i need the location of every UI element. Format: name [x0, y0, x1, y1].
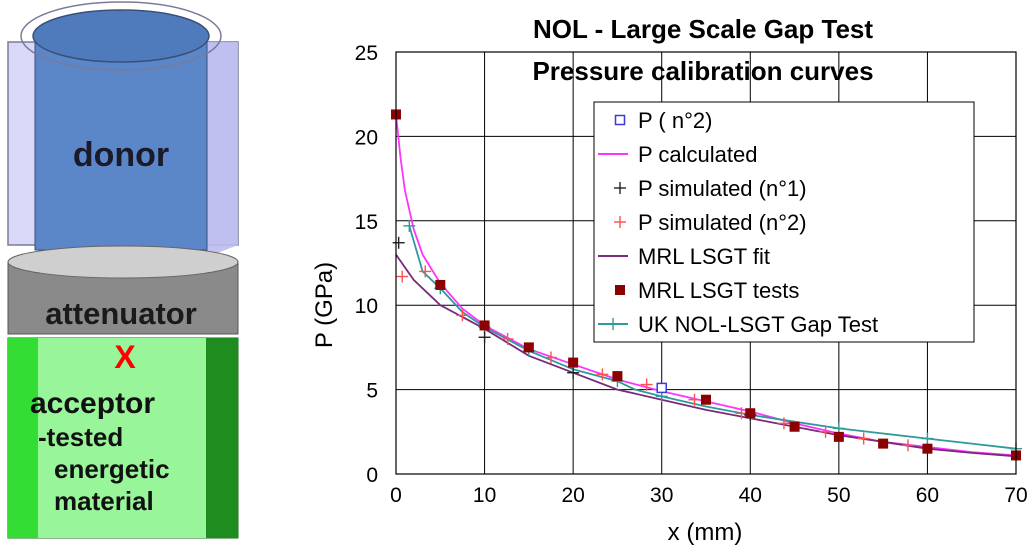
pressure-calibration-chart: NOL - Large Scale Gap Test Pressure cali… — [311, 14, 1028, 546]
legend-swatch — [614, 216, 626, 228]
failure-marker: X — [114, 339, 136, 375]
data-point — [456, 309, 469, 322]
x-axis-label: x (mm) — [668, 519, 743, 546]
data-point — [819, 425, 832, 438]
data-point — [435, 279, 446, 290]
legend-label: MRL LSGT tests — [638, 278, 799, 303]
data-point — [596, 368, 609, 381]
data-point — [857, 432, 870, 445]
data-point — [523, 342, 534, 353]
legend-swatch — [614, 182, 626, 194]
chart-subtitle: Pressure calibration curves — [532, 56, 873, 86]
legend-item: P simulated (n°1) — [614, 176, 807, 201]
data-point — [640, 378, 653, 391]
acceptor-label: acceptor — [30, 387, 155, 420]
data-point — [479, 320, 490, 331]
acceptor-inner-highlight — [38, 338, 206, 538]
attenuator-top — [7, 245, 239, 279]
data-point — [777, 417, 790, 430]
legend-label: MRL LSGT fit — [638, 244, 770, 269]
legend-item: MRL LSGT tests — [615, 278, 799, 303]
x-tick-label: 50 — [827, 484, 850, 507]
data-point — [419, 265, 432, 278]
x-tick-label: 40 — [739, 484, 762, 507]
acceptor-sublabel-energetic: energetic — [54, 454, 170, 484]
y-tick-label: 15 — [355, 211, 378, 234]
data-point — [612, 371, 623, 382]
legend-label: UK NOL-LSGT Gap Test — [638, 312, 878, 337]
legend-swatch — [614, 114, 626, 126]
series-0 — [656, 382, 667, 394]
data-point — [833, 431, 844, 442]
y-tick-label: 25 — [355, 42, 378, 65]
data-point — [688, 393, 701, 406]
legend-item: MRL LSGT fit — [598, 244, 770, 269]
y-tick-label: 0 — [366, 464, 378, 487]
y-axis-label: P (GPa) — [311, 262, 338, 348]
x-tick-label: 10 — [473, 484, 496, 507]
x-tick-label: 70 — [1004, 484, 1027, 507]
data-point — [745, 408, 756, 419]
acceptor-sublabel-tested: -tested — [38, 422, 123, 452]
legend-swatch — [615, 285, 625, 295]
legend-label: P simulated (n°2) — [638, 210, 807, 235]
data-point — [545, 351, 557, 364]
data-point — [567, 366, 580, 379]
donor-cylinder-top — [32, 9, 210, 63]
chart-legend: P ( n°2) P calculated P simulated (n°1) P s… — [593, 101, 975, 343]
legend-item: P calculated — [598, 142, 757, 167]
data-point — [568, 357, 579, 368]
x-tick-label: 30 — [650, 484, 673, 507]
data-point — [656, 382, 667, 394]
series-point — [921, 432, 934, 445]
data-point — [922, 443, 933, 454]
legend-label: P ( n°2) — [638, 108, 712, 133]
legend-item: UK NOL-LSGT Gap Test — [598, 312, 878, 337]
legend-item: P ( n°2) — [614, 108, 712, 133]
data-point — [901, 439, 914, 452]
data-point — [392, 236, 405, 249]
attenuator-label: attenuator — [45, 296, 197, 331]
x-axis-ticks: 0 10 20 30 40 50 60 70 — [390, 484, 1028, 507]
acceptor-sublabel-material: material — [54, 486, 154, 516]
chart-series — [391, 109, 1022, 461]
y-tick-label: 10 — [355, 295, 378, 318]
donor-cylinder — [34, 39, 208, 251]
donor-label: donor — [73, 136, 169, 174]
y-tick-label: 5 — [366, 380, 378, 403]
data-point — [396, 270, 409, 283]
donor-sleeve-rim — [20, 1, 222, 71]
y-axis-ticks: 0 5 10 15 20 25 — [355, 42, 378, 487]
data-point — [478, 331, 491, 344]
series-point — [403, 219, 416, 232]
plot-area-frame — [395, 51, 1017, 475]
data-point — [701, 394, 711, 405]
legend-swatch-marker — [607, 318, 619, 330]
x-tick-label: 20 — [561, 484, 584, 507]
x-tick-label: 60 — [916, 484, 939, 507]
donor-sleeve-shade — [205, 42, 238, 258]
acceptor-left-shade — [8, 338, 38, 538]
x-tick-label: 0 — [390, 484, 402, 507]
y-tick-label: 20 — [355, 126, 378, 149]
legend-box — [593, 101, 975, 343]
gap-test-assembly-diagram: donor attenuator X acceptor -tested ener… — [7, 1, 239, 539]
data-point — [789, 421, 800, 432]
data-point — [878, 438, 889, 449]
data-point — [501, 332, 514, 345]
chart-title: NOL - Large Scale Gap Test — [533, 14, 873, 44]
legend-label: P calculated — [638, 142, 757, 167]
legend-item: P simulated (n°2) — [614, 210, 807, 235]
legend-label: P simulated (n°1) — [638, 176, 807, 201]
acceptor-right-shade — [206, 338, 238, 538]
